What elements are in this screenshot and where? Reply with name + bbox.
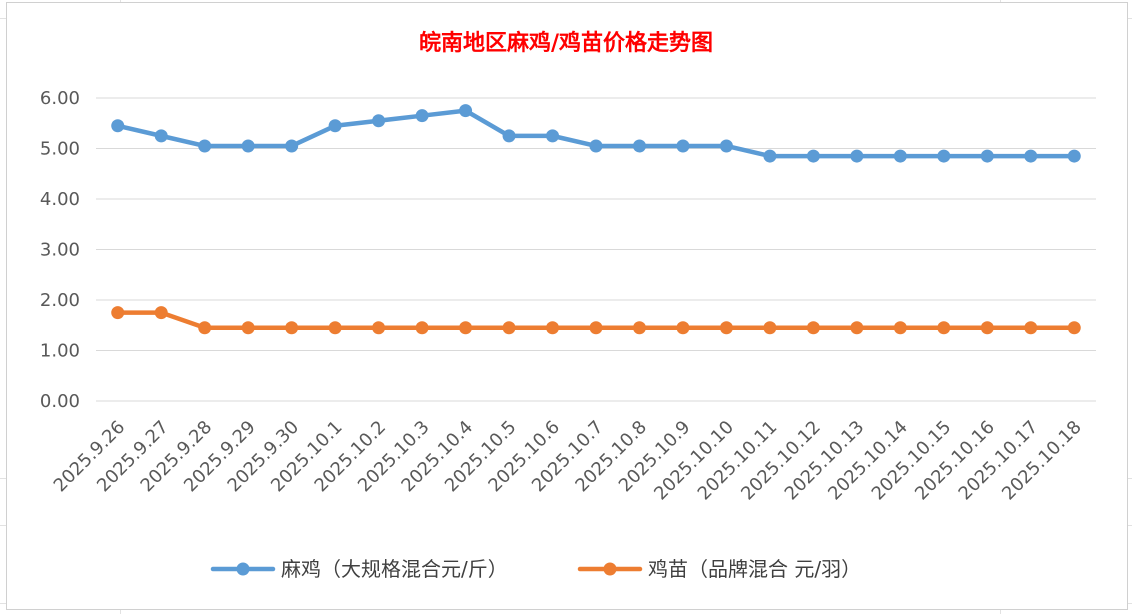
data-point[interactable] — [1067, 321, 1081, 335]
data-point[interactable] — [1024, 149, 1038, 163]
series-2 — [111, 306, 1081, 335]
y-tick-label: 3.00 — [40, 240, 80, 261]
data-point[interactable] — [719, 321, 733, 335]
data-point[interactable] — [850, 321, 864, 335]
data-point[interactable] — [763, 149, 777, 163]
series-layer — [111, 104, 1081, 335]
data-point[interactable] — [589, 321, 603, 335]
data-point[interactable] — [285, 321, 299, 335]
data-point[interactable] — [459, 321, 473, 335]
y-tick-label: 0.00 — [40, 391, 80, 412]
data-point[interactable] — [502, 129, 516, 143]
data-point[interactable] — [328, 321, 342, 335]
data-point[interactable] — [111, 306, 125, 320]
data-point[interactable] — [980, 321, 994, 335]
data-point[interactable] — [937, 149, 951, 163]
data-point[interactable] — [589, 139, 603, 153]
x-axis-ticks: 2025.9.262025.9.272025.9.282025.9.292025… — [50, 417, 1086, 505]
legend-label: 鸡苗（品牌混合 元/羽） — [648, 557, 861, 581]
y-tick-label: 6.00 — [40, 88, 80, 109]
data-point[interactable] — [980, 149, 994, 163]
series-1 — [111, 104, 1081, 163]
data-point[interactable] — [676, 321, 690, 335]
data-point[interactable] — [806, 321, 820, 335]
data-point[interactable] — [546, 321, 560, 335]
y-axis-ticks: 0.00 1.00 2.00 3.00 4.00 5.00 6.00 — [40, 88, 80, 412]
data-point[interactable] — [632, 321, 646, 335]
data-point[interactable] — [328, 119, 342, 133]
y-tick-label: 2.00 — [40, 290, 80, 311]
data-point[interactable] — [546, 129, 560, 143]
data-point[interactable] — [806, 149, 820, 163]
data-point[interactable] — [459, 104, 473, 118]
data-point[interactable] — [372, 321, 386, 335]
data-point[interactable] — [893, 321, 907, 335]
chart-title: 皖南地区麻鸡/鸡苗价格走势图 — [419, 30, 713, 56]
data-point[interactable] — [502, 321, 516, 335]
data-point[interactable] — [198, 139, 212, 153]
data-point[interactable] — [241, 139, 255, 153]
data-point[interactable] — [241, 321, 255, 335]
legend-marker — [603, 562, 617, 576]
data-point[interactable] — [154, 306, 168, 320]
chart-area[interactable] — [6, 2, 1128, 610]
data-point[interactable] — [111, 119, 125, 133]
data-point[interactable] — [850, 149, 864, 163]
y-tick-label: 4.00 — [40, 189, 80, 210]
data-point[interactable] — [372, 114, 386, 128]
data-point[interactable] — [154, 129, 168, 143]
data-point[interactable] — [719, 139, 733, 153]
data-point[interactable] — [415, 109, 429, 123]
data-point[interactable] — [937, 321, 951, 335]
data-point[interactable] — [1024, 321, 1038, 335]
y-tick-label: 5.00 — [40, 139, 80, 160]
legend-item[interactable]: 麻鸡（大规格混合元/斤） — [210, 557, 508, 581]
y-tick-label: 1.00 — [40, 341, 80, 362]
data-point[interactable] — [285, 139, 299, 153]
legend-item[interactable]: 鸡苗（品牌混合 元/羽） — [577, 557, 861, 581]
data-point[interactable] — [198, 321, 212, 335]
legend-label: 麻鸡（大规格混合元/斤） — [281, 557, 508, 581]
data-point[interactable] — [1067, 149, 1081, 163]
legend: 麻鸡（大规格混合元/斤） 鸡苗（品牌混合 元/羽） — [210, 557, 861, 581]
data-point[interactable] — [676, 139, 690, 153]
legend-marker — [236, 562, 250, 576]
data-point[interactable] — [632, 139, 646, 153]
data-point[interactable] — [763, 321, 777, 335]
data-point[interactable] — [415, 321, 429, 335]
data-point[interactable] — [893, 149, 907, 163]
